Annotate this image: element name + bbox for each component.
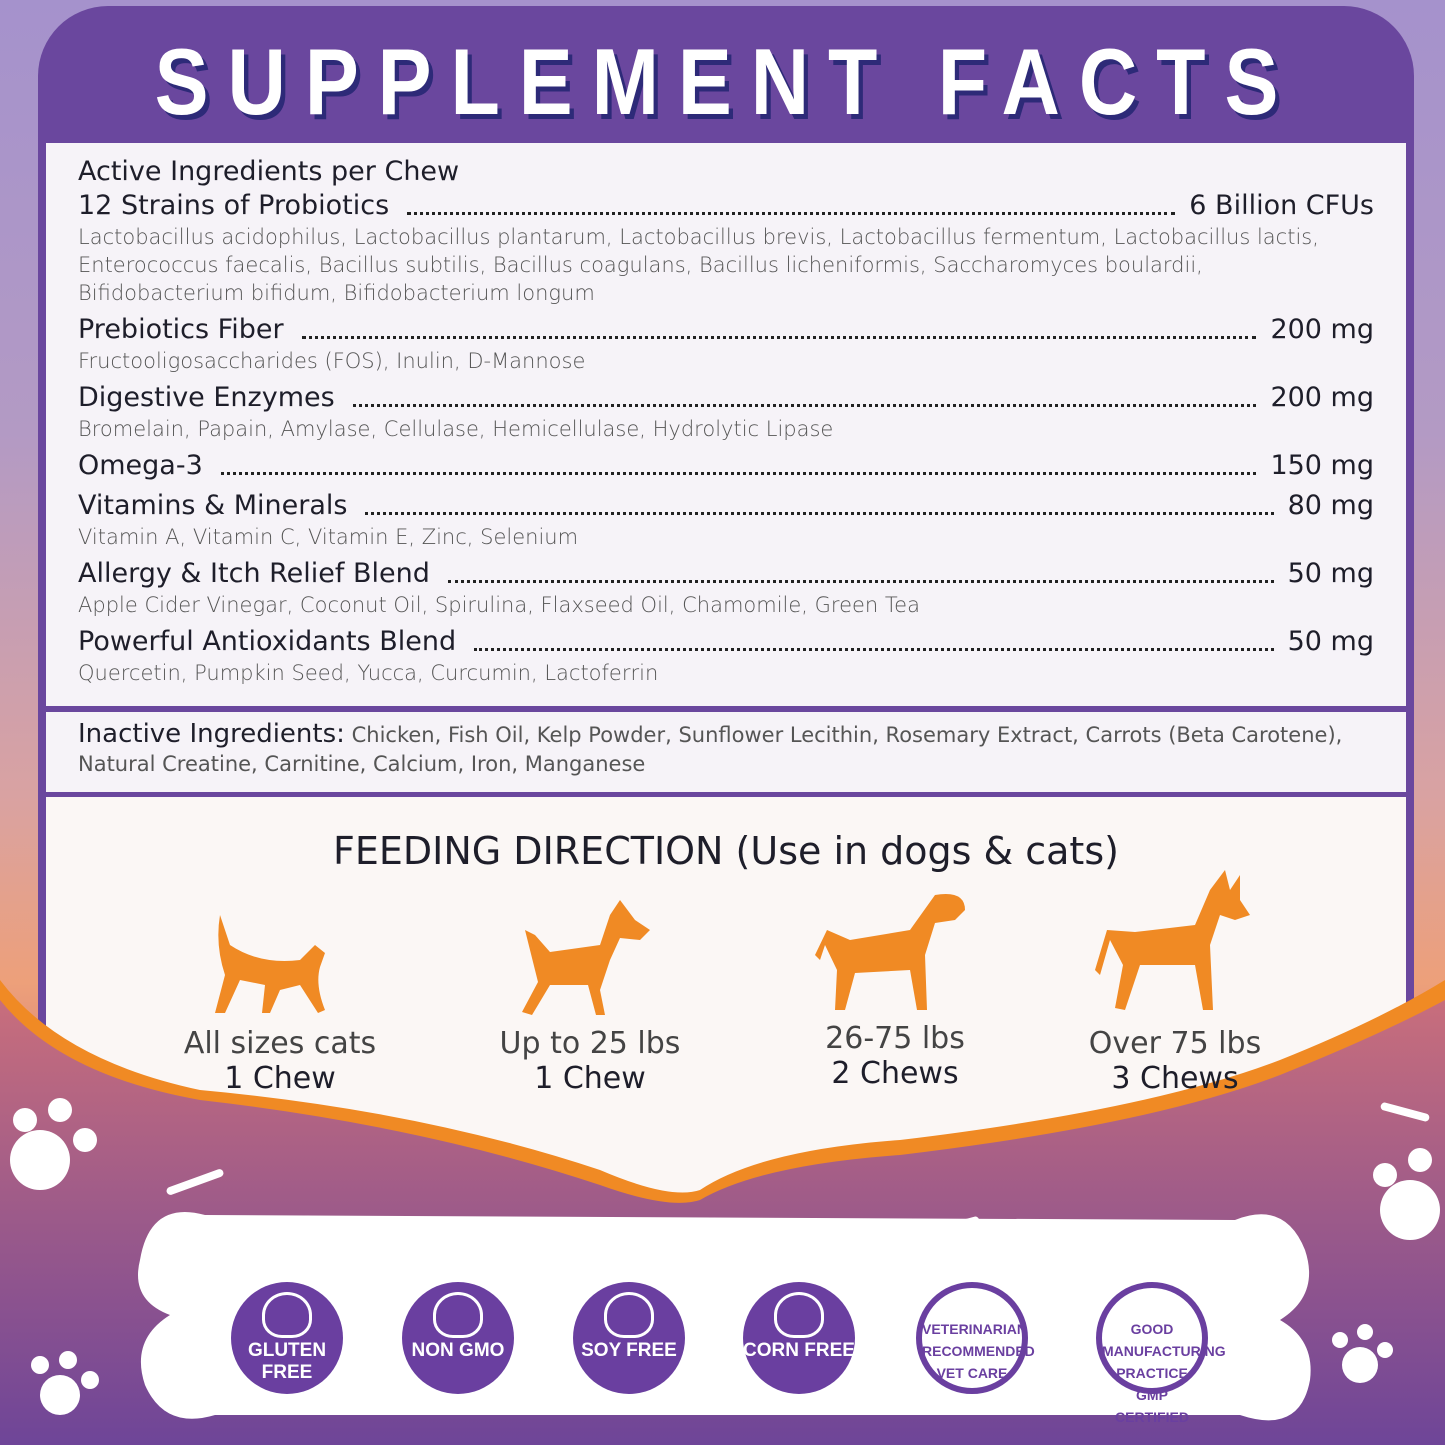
ingredient-amount: 6 Billion CFUs <box>1189 190 1374 221</box>
ingredient-amount: 200 mg <box>1270 314 1374 345</box>
pet-size: Up to 25 lbs <box>499 1026 681 1061</box>
ingredient-detail: Fructooligosaccharides (FOS), Inulin, D-… <box>78 349 586 373</box>
badge-label: CORN FREE <box>743 1340 855 1361</box>
inactive-ingredients-panel: Inactive Ingredients: Chicken, Fish Oil,… <box>46 712 1406 792</box>
ingredient-name: Allergy & Itch Relief Blend <box>78 558 430 589</box>
pet-dose: 2 Chews <box>831 1056 959 1091</box>
page-title: SUPPLEMENT FACTS <box>154 29 1298 134</box>
badge-gmp: GOOD MANUFACTURING PRACTICE GMP CERTIFIE… <box>1096 1282 1226 1425</box>
pet-dose: 3 Chews <box>1111 1061 1239 1096</box>
dotted-leader <box>407 212 1176 215</box>
dotted-leader <box>352 404 1257 407</box>
ingredient-row: Digestive Enzymes 200 mg <box>78 381 1374 415</box>
dotted-leader <box>301 336 1257 339</box>
dotted-leader <box>447 580 1274 583</box>
feeding-small-dog: Up to 25 lbs 1 Chew <box>460 890 720 1096</box>
pet-dose: 1 Chew <box>224 1061 336 1096</box>
badge-label: VETERINARIAN RECOMMENDED VET CARE <box>922 1321 1035 1381</box>
feeding-large-dog: Over 75 lbs 3 Chews <box>1045 870 1305 1096</box>
ingredient-detail: Quercetin, Pumpkin Seed, Yucca, Curcumin… <box>78 661 659 685</box>
ingredient-amount: 50 mg <box>1287 626 1374 657</box>
feeding-medium-dog: 26-75 lbs 2 Chews <box>765 885 1025 1091</box>
ingredient-name: Omega-3 <box>78 450 203 481</box>
badge-label: GOOD MANUFACTURING PRACTICE GMP CERTIFIE… <box>1102 1321 1226 1425</box>
pet-dose: 1 Chew <box>534 1061 646 1096</box>
ingredient-name: Vitamins & Minerals <box>78 490 348 521</box>
active-ingredients-panel: Active Ingredients per Chew 12 Strains o… <box>46 143 1406 706</box>
ingredient-row: Omega-3 150 mg <box>78 449 1374 483</box>
ingredient-name: Powerful Antioxidants Blend <box>78 626 457 657</box>
dotted-leader <box>474 648 1274 651</box>
ingredient-detail: Lactobacillus acidophilus, Lactobacillus… <box>78 225 1319 305</box>
active-heading: Active Ingredients per Chew <box>78 156 460 187</box>
dna-icon <box>433 1292 483 1338</box>
soybean-icon <box>604 1292 654 1338</box>
dotted-leader <box>365 512 1274 515</box>
wheat-icon <box>262 1292 312 1338</box>
badge-label: SOY FREE <box>581 1340 677 1361</box>
corn-icon <box>774 1292 824 1338</box>
ingredient-name: Prebiotics Fiber <box>78 314 284 345</box>
ingredient-row: Allergy & Itch Relief Blend 50 mg <box>78 557 1374 591</box>
dotted-leader <box>220 472 1257 475</box>
ingredient-row: Powerful Antioxidants Blend 50 mg <box>78 625 1374 659</box>
ingredient-amount: 200 mg <box>1270 382 1374 413</box>
ingredient-row: 12 Strains of Probiotics 6 Billion CFUs <box>78 189 1374 223</box>
ingredient-detail: Vitamin A, Vitamin C, Vitamin E, Zinc, S… <box>78 525 579 549</box>
cat-icon <box>215 915 325 1013</box>
ingredient-row: Prebiotics Fiber 200 mg <box>78 313 1374 347</box>
ingredient-name: Digestive Enzymes <box>78 382 335 413</box>
ingredient-amount: 150 mg <box>1270 450 1374 481</box>
badge-soybean: SOY FREE <box>573 1282 685 1394</box>
badge-label: GLUTEN FREE <box>247 1340 327 1383</box>
ingredient-amount: 50 mg <box>1287 558 1374 589</box>
ingredient-row: Vitamins & Minerals 80 mg <box>78 489 1374 523</box>
badge-corn: CORN FREE <box>743 1282 855 1394</box>
badge-label: NON GMO <box>411 1340 505 1361</box>
badge-vet-care: VETERINARIAN RECOMMENDED VET CARE <box>916 1282 1035 1394</box>
ingredient-detail: Bromelain, Papain, Amylase, Cellulase, H… <box>78 417 834 441</box>
pet-size: 26-75 lbs <box>825 1021 965 1056</box>
pet-size: All sizes cats <box>183 1026 377 1061</box>
ingredient-name: 12 Strains of Probiotics <box>78 190 390 221</box>
badge-wheat: GLUTEN FREE <box>231 1282 343 1394</box>
feeding-cat: All sizes cats 1 Chew <box>150 905 410 1096</box>
ingredient-detail: Apple Cider Vinegar, Coconut Oil, Spirul… <box>78 593 920 617</box>
large-dog-icon <box>1095 870 1250 1010</box>
small-dog-icon <box>522 900 650 1015</box>
inactive-label: Inactive Ingredients: <box>78 719 345 749</box>
medium-dog-icon <box>815 894 965 1010</box>
inactive-text: Chicken, Fish Oil, Kelp Powder, Sunflowe… <box>78 723 1343 776</box>
badge-dna: NON GMO <box>402 1282 514 1394</box>
feeding-title: FEEDING DIRECTION (Use in dogs & cats) <box>333 829 1119 873</box>
ingredient-amount: 80 mg <box>1287 490 1374 521</box>
pet-size: Over 75 lbs <box>1088 1026 1262 1061</box>
